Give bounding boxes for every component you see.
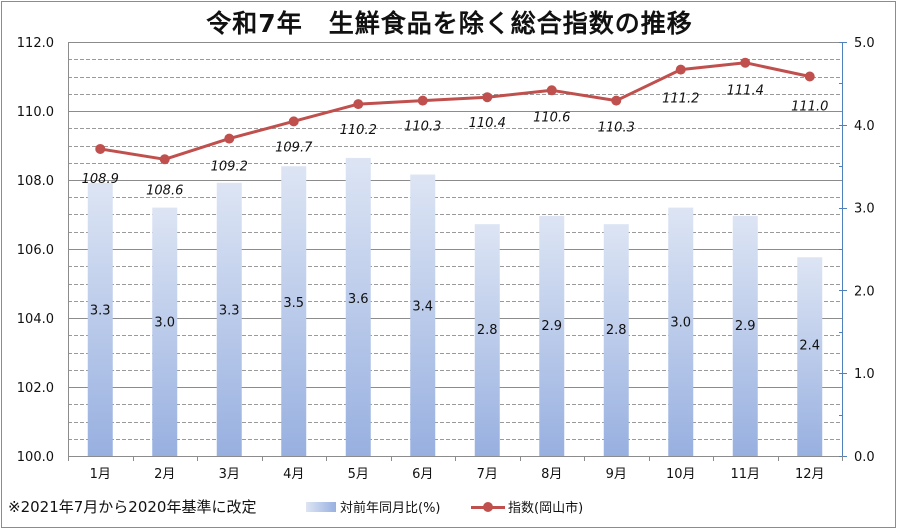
svg-text:108.6: 108.6 (146, 183, 183, 198)
line-marker (482, 92, 493, 103)
svg-text:2.9: 2.9 (735, 319, 756, 334)
svg-text:2.8: 2.8 (477, 323, 498, 338)
svg-text:104.0: 104.0 (17, 312, 54, 327)
svg-text:108.9: 108.9 (82, 172, 119, 187)
svg-text:3.0: 3.0 (154, 315, 175, 330)
svg-text:12月: 12月 (795, 467, 825, 482)
svg-text:3月: 3月 (219, 467, 240, 482)
chart-title: 令和7年 生鮮食品を除く総合指数の推移 (206, 9, 693, 38)
line-marker (353, 99, 364, 110)
line-marker (159, 154, 170, 165)
line-marker (95, 143, 106, 154)
svg-text:108.0: 108.0 (17, 174, 54, 189)
bar-series (87, 157, 823, 457)
legend-line-label: 指数(岡山市) (508, 501, 584, 516)
line-legend-swatch-icon (471, 501, 505, 512)
bar-legend-swatch-icon (306, 501, 336, 512)
svg-text:4.0: 4.0 (854, 119, 875, 134)
line-marker (740, 57, 751, 68)
bar (668, 207, 694, 456)
bar (281, 166, 307, 456)
svg-text:1月: 1月 (90, 467, 111, 482)
bar (345, 157, 371, 457)
legend-bar-label: 対前年同月比(%) (340, 501, 441, 516)
bar (797, 257, 823, 456)
svg-text:2.0: 2.0 (854, 284, 875, 299)
svg-text:1.0: 1.0 (854, 367, 875, 382)
svg-text:110.0: 110.0 (17, 105, 54, 120)
footnote: ※2021年7月から2020年基準に改定 (8, 498, 257, 516)
svg-text:7月: 7月 (477, 467, 498, 482)
svg-text:109.7: 109.7 (275, 140, 313, 155)
svg-text:110.2: 110.2 (340, 123, 377, 138)
bar (410, 174, 436, 457)
line-marker (546, 85, 557, 96)
svg-text:111.2: 111.2 (662, 92, 699, 107)
svg-text:110.3: 110.3 (404, 120, 441, 135)
bar (216, 182, 242, 456)
svg-text:110.4: 110.4 (469, 116, 506, 131)
line-marker (417, 95, 428, 106)
svg-text:3.4: 3.4 (412, 300, 433, 315)
gridlines (68, 42, 842, 440)
bar (152, 207, 178, 456)
svg-text:8月: 8月 (541, 467, 562, 482)
bar (87, 182, 113, 456)
svg-text:111.0: 111.0 (791, 100, 828, 115)
svg-text:4月: 4月 (283, 467, 304, 482)
line-marker (804, 71, 815, 82)
svg-text:5.0: 5.0 (854, 36, 875, 51)
svg-text:110.6: 110.6 (533, 110, 570, 125)
svg-text:106.0: 106.0 (17, 243, 54, 258)
line-marker (611, 95, 622, 106)
svg-text:110.3: 110.3 (598, 121, 635, 136)
svg-text:2.9: 2.9 (541, 319, 562, 334)
svg-text:112.0: 112.0 (17, 36, 54, 51)
line-series (95, 57, 815, 165)
svg-text:3.6: 3.6 (348, 292, 369, 307)
legend-line: 指数(岡山市) (471, 497, 583, 516)
axes: 100.0 102.0 104.0 106.0 108.0 110.0 112.0 0.0 1.… (17, 36, 875, 482)
svg-text:3.0: 3.0 (854, 202, 875, 217)
svg-text:6月: 6月 (412, 467, 433, 482)
line-marker (675, 64, 686, 75)
line-marker (288, 116, 299, 127)
bar (539, 215, 565, 456)
svg-text:3.3: 3.3 (219, 304, 240, 319)
legend-bar: 対前年同月比(%) (306, 497, 441, 516)
bar (474, 224, 500, 456)
svg-text:3.3: 3.3 (90, 304, 111, 319)
svg-text:5月: 5月 (348, 467, 369, 482)
svg-text:111.4: 111.4 (727, 84, 764, 99)
svg-text:2.8: 2.8 (606, 323, 627, 338)
data-labels: 108.9 108.6 109.2 109.7 110.2 110.3 110.4 110.6… (82, 84, 829, 354)
svg-text:109.2: 109.2 (211, 160, 248, 175)
svg-text:11月: 11月 (730, 467, 760, 482)
line-marker (224, 133, 235, 144)
svg-text:2月: 2月 (154, 467, 175, 482)
svg-text:2.4: 2.4 (799, 339, 820, 354)
svg-text:100.0: 100.0 (17, 450, 54, 465)
svg-text:9月: 9月 (606, 467, 627, 482)
svg-text:3.5: 3.5 (283, 296, 304, 311)
svg-text:0.0: 0.0 (854, 450, 875, 465)
svg-text:102.0: 102.0 (17, 381, 54, 396)
bar (603, 224, 629, 456)
bar (732, 215, 758, 456)
svg-text:10月: 10月 (666, 467, 696, 482)
svg-text:3.0: 3.0 (670, 315, 691, 330)
